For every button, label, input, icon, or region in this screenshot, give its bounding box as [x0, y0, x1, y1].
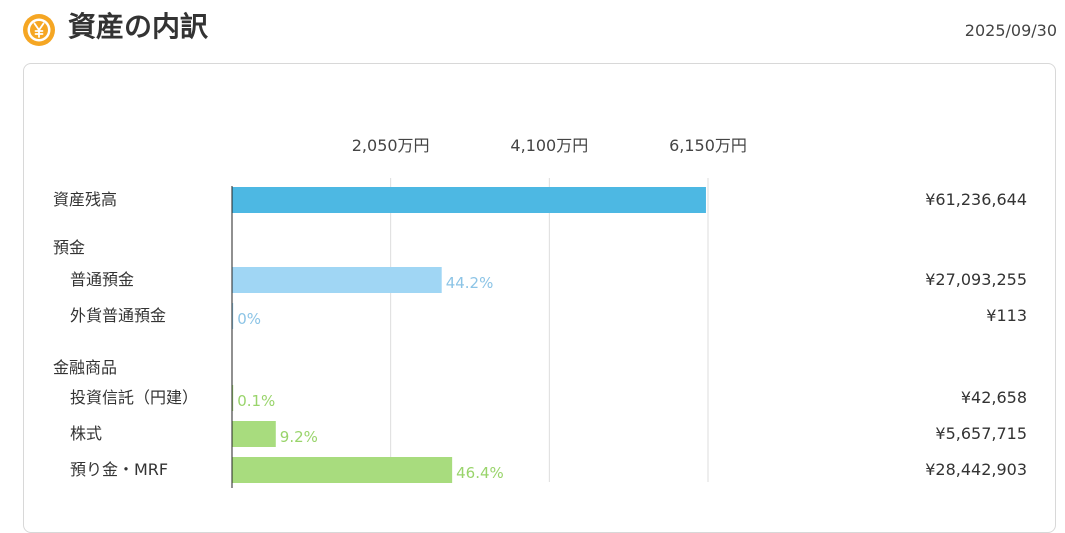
percent-label: 46.4% — [456, 464, 504, 482]
row-label: 外貨普通預金 — [70, 306, 167, 325]
row-value: ¥113 — [986, 306, 1027, 325]
x-tick-label: 6,150万円 — [669, 136, 747, 155]
percent-label: 44.2% — [445, 274, 494, 292]
row-value: ¥5,657,715 — [935, 424, 1027, 443]
row-label: 資産残高 — [53, 190, 118, 209]
row-label: 預り金・MRF — [70, 460, 169, 479]
bar — [232, 303, 234, 329]
row-label: 普通預金 — [70, 270, 135, 289]
x-tick-label: 2,050万円 — [351, 136, 430, 155]
asset-breakdown-card — [23, 63, 1056, 533]
group-label: 金融商品 — [53, 358, 118, 377]
group-label: 預金 — [53, 238, 86, 257]
page-date: 2025/09/30 — [964, 21, 1057, 40]
page-title: 資産の内訳 — [68, 10, 209, 43]
bar — [232, 421, 276, 447]
yen-coin-icon — [23, 14, 55, 46]
row-label: 投資信託（円建） — [70, 388, 199, 407]
row-value: ¥61,236,644 — [925, 190, 1027, 209]
row-value: ¥28,442,903 — [925, 460, 1027, 479]
percent-label: 0% — [237, 310, 261, 328]
row-label: 株式 — [70, 424, 103, 443]
row-value: ¥42,658 — [960, 388, 1027, 407]
bar — [232, 187, 706, 213]
row-value: ¥27,093,255 — [925, 270, 1027, 289]
bar — [232, 385, 234, 411]
bar — [232, 267, 442, 293]
percent-label: 9.2% — [279, 428, 318, 446]
percent-label: 0.1% — [237, 392, 276, 410]
header: 資産の内訳 2025/09/30 — [0, 0, 1065, 60]
x-tick-label: 4,100万円 — [510, 136, 589, 155]
asset-bar-chart — [231, 178, 709, 488]
bar — [232, 457, 453, 483]
